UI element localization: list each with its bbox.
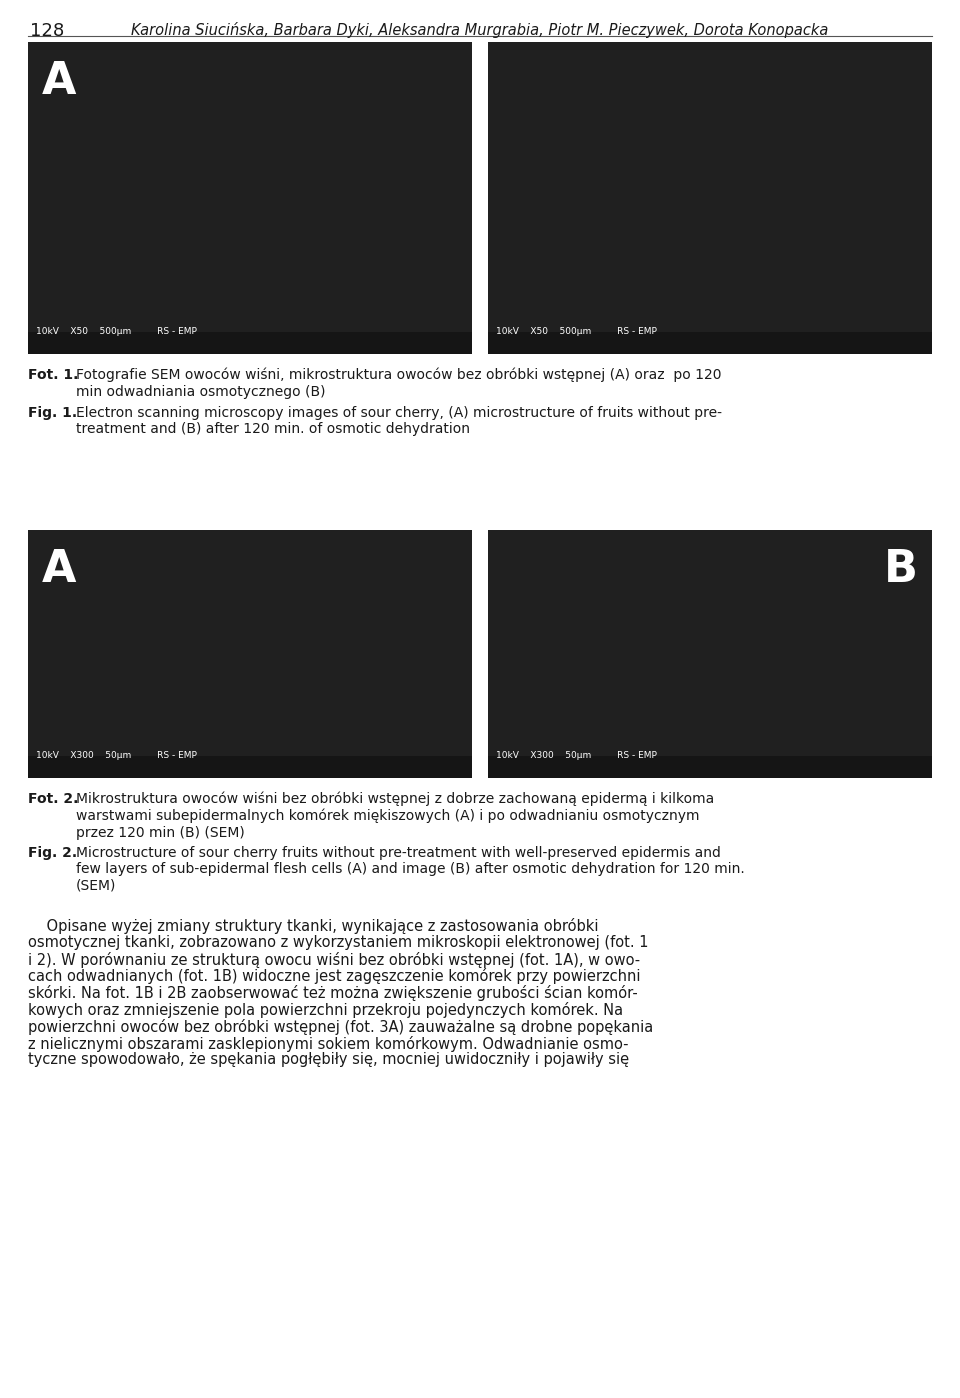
- Bar: [28, 331, 472, 354]
- Bar: [488, 42, 932, 331]
- Bar: [488, 530, 932, 756]
- Text: Mikrostruktura owoców wiśni bez obróbki wstępnej z dobrze zachowaną epidermą i k: Mikrostruktura owoców wiśni bez obróbki …: [76, 793, 714, 840]
- Text: B: B: [884, 548, 918, 591]
- Bar: [28, 756, 472, 779]
- Text: 10kV    X50    500μm         RS - EMP: 10kV X50 500μm RS - EMP: [36, 327, 197, 336]
- Text: Microstructure of sour cherry fruits without pre-treatment with well-preserved e: Microstructure of sour cherry fruits wit…: [76, 846, 745, 892]
- Text: Fig. 1.: Fig. 1.: [28, 405, 77, 419]
- Text: Fig. 2.: Fig. 2.: [28, 846, 77, 860]
- Text: Karolina Siucińska, Barbara Dyki, Aleksandra Murgrabia, Piotr M. Pieczywek, Doro: Karolina Siucińska, Barbara Dyki, Aleksa…: [132, 22, 828, 38]
- Bar: [488, 331, 932, 354]
- Bar: [488, 756, 932, 779]
- Text: 10kV    X50    500μm         RS - EMP: 10kV X50 500μm RS - EMP: [496, 327, 657, 336]
- Text: osmotycznej tkanki, zobrazowano z wykorzystaniem mikroskopii elektronowej (fot. : osmotycznej tkanki, zobrazowano z wykorz…: [28, 935, 649, 949]
- Text: i 2). W porównaniu ze strukturą owocu wiśni bez obróbki wstępnej (fot. 1A), w ow: i 2). W porównaniu ze strukturą owocu wi…: [28, 952, 640, 967]
- Text: cach odwadnianych (fot. 1B) widoczne jest zagęszczenie komórek przy powierzchni: cach odwadnianych (fot. 1B) widoczne jes…: [28, 969, 640, 984]
- Text: A: A: [42, 60, 77, 103]
- Text: A: A: [42, 548, 77, 591]
- Text: z nielicznymi obszarami zasklepionymi sokiem komórkowym. Odwadnianie osmo-: z nielicznymi obszarami zasklepionymi so…: [28, 1036, 629, 1051]
- Text: Electron scanning microscopy images of sour cherry, (A) microstructure of fruits: Electron scanning microscopy images of s…: [76, 405, 722, 436]
- Text: 128: 128: [30, 22, 64, 41]
- Bar: [28, 42, 472, 331]
- Text: powierzchni owoców bez obróbki wstępnej (fot. 3A) zauważalne są drobne popękania: powierzchni owoców bez obróbki wstępnej …: [28, 1019, 653, 1035]
- Text: tyczne spowodowało, że spękania pogłębiły się, mocniej uwidoczniły i pojawiły si: tyczne spowodowało, że spękania pogłębił…: [28, 1053, 629, 1068]
- Text: 10kV    X300    50μm         RS - EMP: 10kV X300 50μm RS - EMP: [36, 751, 197, 761]
- Text: Fot. 2.: Fot. 2.: [28, 793, 79, 807]
- Text: skórki. Na fot. 1B i 2B zaobserwować też można zwiększenie grubości ścian komór-: skórki. Na fot. 1B i 2B zaobserwować też…: [28, 986, 637, 1001]
- Text: Fot. 1.: Fot. 1.: [28, 368, 79, 382]
- Text: Opisane wyżej zmiany struktury tkanki, wynikające z zastosowania obróbki: Opisane wyżej zmiany struktury tkanki, w…: [28, 918, 598, 934]
- Text: Fotografie SEM owoców wiśni, mikrostruktura owoców bez obróbki wstępnej (A) oraz: Fotografie SEM owoców wiśni, mikrostrukt…: [76, 368, 722, 398]
- Text: 10kV    X300    50μm         RS - EMP: 10kV X300 50μm RS - EMP: [496, 751, 657, 761]
- Text: kowych oraz zmniejszenie pola powierzchni przekroju pojedynczych komórek. Na: kowych oraz zmniejszenie pola powierzchn…: [28, 1002, 623, 1018]
- Bar: [28, 530, 472, 756]
